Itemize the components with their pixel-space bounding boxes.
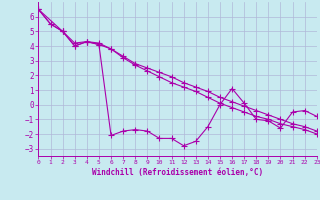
X-axis label: Windchill (Refroidissement éolien,°C): Windchill (Refroidissement éolien,°C) [92,168,263,177]
